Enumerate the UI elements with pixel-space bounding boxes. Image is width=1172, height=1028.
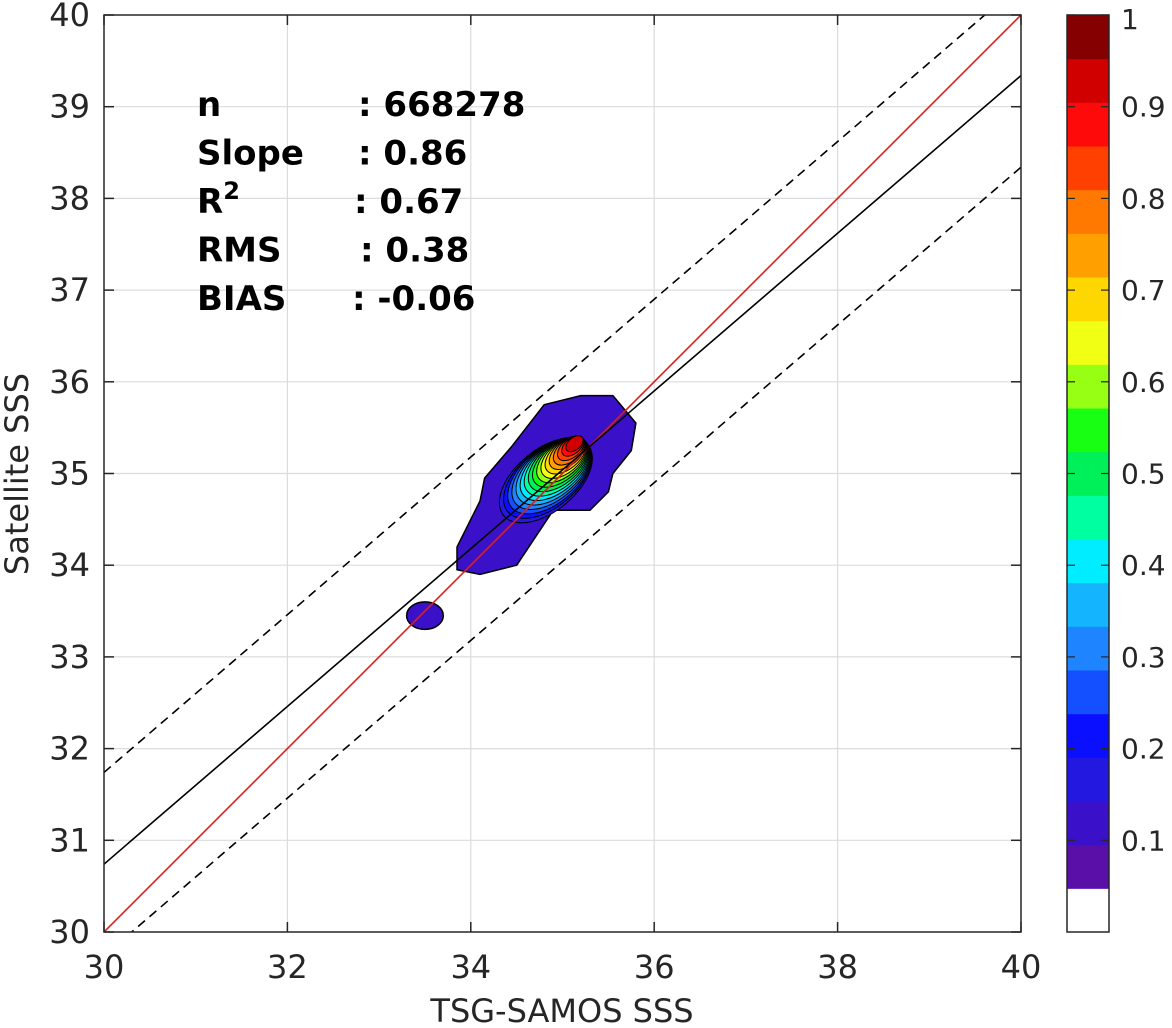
x-axis-label: TSG-SAMOS SSS: [429, 992, 693, 1028]
colorbar-swatch: [1067, 233, 1109, 278]
colorbar-swatch: [1067, 408, 1109, 453]
x-tick-label: 30: [84, 948, 125, 986]
y-tick-label: 36: [49, 363, 90, 401]
colorbar-swatch: [1067, 757, 1109, 802]
y-tick-label: 32: [49, 730, 90, 768]
colorbar-swatch: [1067, 189, 1109, 234]
stats-value: : 0.38: [360, 231, 469, 271]
line-regression: [104, 74, 1021, 865]
stats-value: : 0.86: [358, 134, 467, 174]
colorbar-swatch: [1067, 364, 1109, 409]
colorbar-swatch: [1067, 582, 1109, 627]
colorbar-tick-label: 0.7: [1121, 274, 1166, 307]
colorbar-tick-label: 0.4: [1121, 549, 1166, 582]
density-secondary-blob: [405, 601, 445, 631]
stats-label: n: [197, 85, 221, 125]
colorbar-swatch: [1067, 626, 1109, 671]
y-tick-label: 39: [49, 88, 90, 126]
density-contours: [405, 394, 637, 631]
colorbar-tick-label: 0.2: [1121, 733, 1166, 766]
colorbar-swatch: [1067, 277, 1109, 322]
colorbar-swatch: [1067, 146, 1109, 191]
stats-label: Slope: [197, 134, 304, 174]
colorbar-swatch: [1067, 320, 1109, 365]
colorbar-swatch: [1067, 888, 1109, 933]
stats-label: BIAS: [197, 279, 286, 319]
stats-label: RMS: [197, 231, 282, 271]
x-tick-label: 32: [267, 948, 308, 986]
fit-lines: [104, 15, 1021, 932]
colorbar-swatch: [1067, 844, 1109, 889]
colorbar-tick-label: 0.1: [1121, 824, 1166, 857]
colorbar-tick-label: 1: [1121, 3, 1139, 36]
y-tick-label: 30: [49, 913, 90, 951]
y-tick-label: 40: [49, 0, 90, 34]
stats-value: : 0.67: [354, 182, 463, 222]
y-axis-label: Satellite SSS: [0, 373, 36, 575]
colorbar-swatch: [1067, 495, 1109, 540]
x-tick-label: 36: [634, 948, 675, 986]
y-tick-label: 34: [49, 546, 90, 584]
stats-value: : 668278: [358, 85, 525, 125]
colorbar-swatch: [1067, 58, 1109, 103]
colorbar-tick-label: 0.6: [1121, 366, 1166, 399]
stats-superscript: 2: [223, 177, 240, 205]
colorbar-swatch: [1067, 801, 1109, 846]
stats-value: : -0.06: [352, 279, 475, 319]
y-tick-label: 38: [49, 179, 90, 217]
y-tick-label: 35: [49, 455, 90, 493]
colorbar-tick-label: 0.9: [1121, 91, 1166, 124]
colorbar-swatch: [1067, 15, 1109, 60]
grid-lines: [104, 15, 1021, 932]
colorbar-swatch: [1067, 670, 1109, 715]
colorbar-swatch: [1067, 102, 1109, 147]
x-tick-label: 38: [817, 948, 858, 986]
y-tick-label: 31: [49, 821, 90, 859]
x-tick-label: 40: [1001, 948, 1042, 986]
y-tick-label: 37: [49, 271, 90, 309]
colorbar-tick-label: 0.3: [1121, 641, 1166, 674]
line-lower-bound: [130, 166, 1021, 932]
colorbar-swatch: [1067, 539, 1109, 584]
axis-ticks: 30 32 34 36 38 40 30 31 32 33 34 35 36 37 38 39 40: [49, 0, 1041, 986]
colorbar: 0.1 0.2 0.3 0.4 0.5 0.6 0.7 0.8 0.9 1: [1066, 3, 1166, 933]
y-tick-label: 33: [49, 638, 90, 676]
x-tick-label: 34: [450, 948, 491, 986]
line-one-to-one: [104, 15, 1021, 932]
line-upper-bound: [104, 15, 986, 774]
colorbar-swatch: [1067, 713, 1109, 758]
density-level: [565, 435, 584, 453]
colorbar-tick-label: 0.8: [1121, 182, 1166, 215]
colorbar-tick-label: 0.5: [1121, 458, 1166, 491]
